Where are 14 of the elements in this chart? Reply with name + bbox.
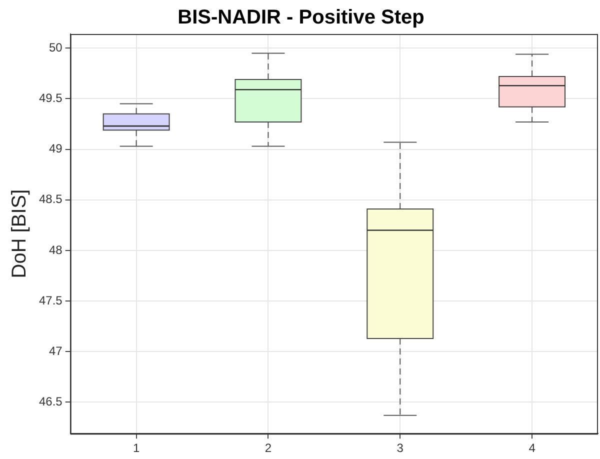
x-tick-label: 4 [528,441,536,456]
x-tick-label: 3 [396,441,404,456]
y-tick-label: 49.5 [38,91,63,106]
y-tick-label: 48.5 [38,192,63,206]
x-tick-label: 1 [132,441,140,456]
y-tick-label: 47 [48,344,63,358]
y-axis-title: DoH [BIS] [8,189,31,278]
y-tick-label: 46.5 [38,394,63,409]
chart-title: BIS-NADIR - Positive Step [178,6,424,29]
x-tick-label: 2 [264,441,272,456]
y-tick-label: 47.5 [38,293,63,308]
y-tick-label: 50 [48,40,63,54]
y-tick-label: 49 [48,142,63,156]
y-tick-label: 48 [48,242,63,257]
